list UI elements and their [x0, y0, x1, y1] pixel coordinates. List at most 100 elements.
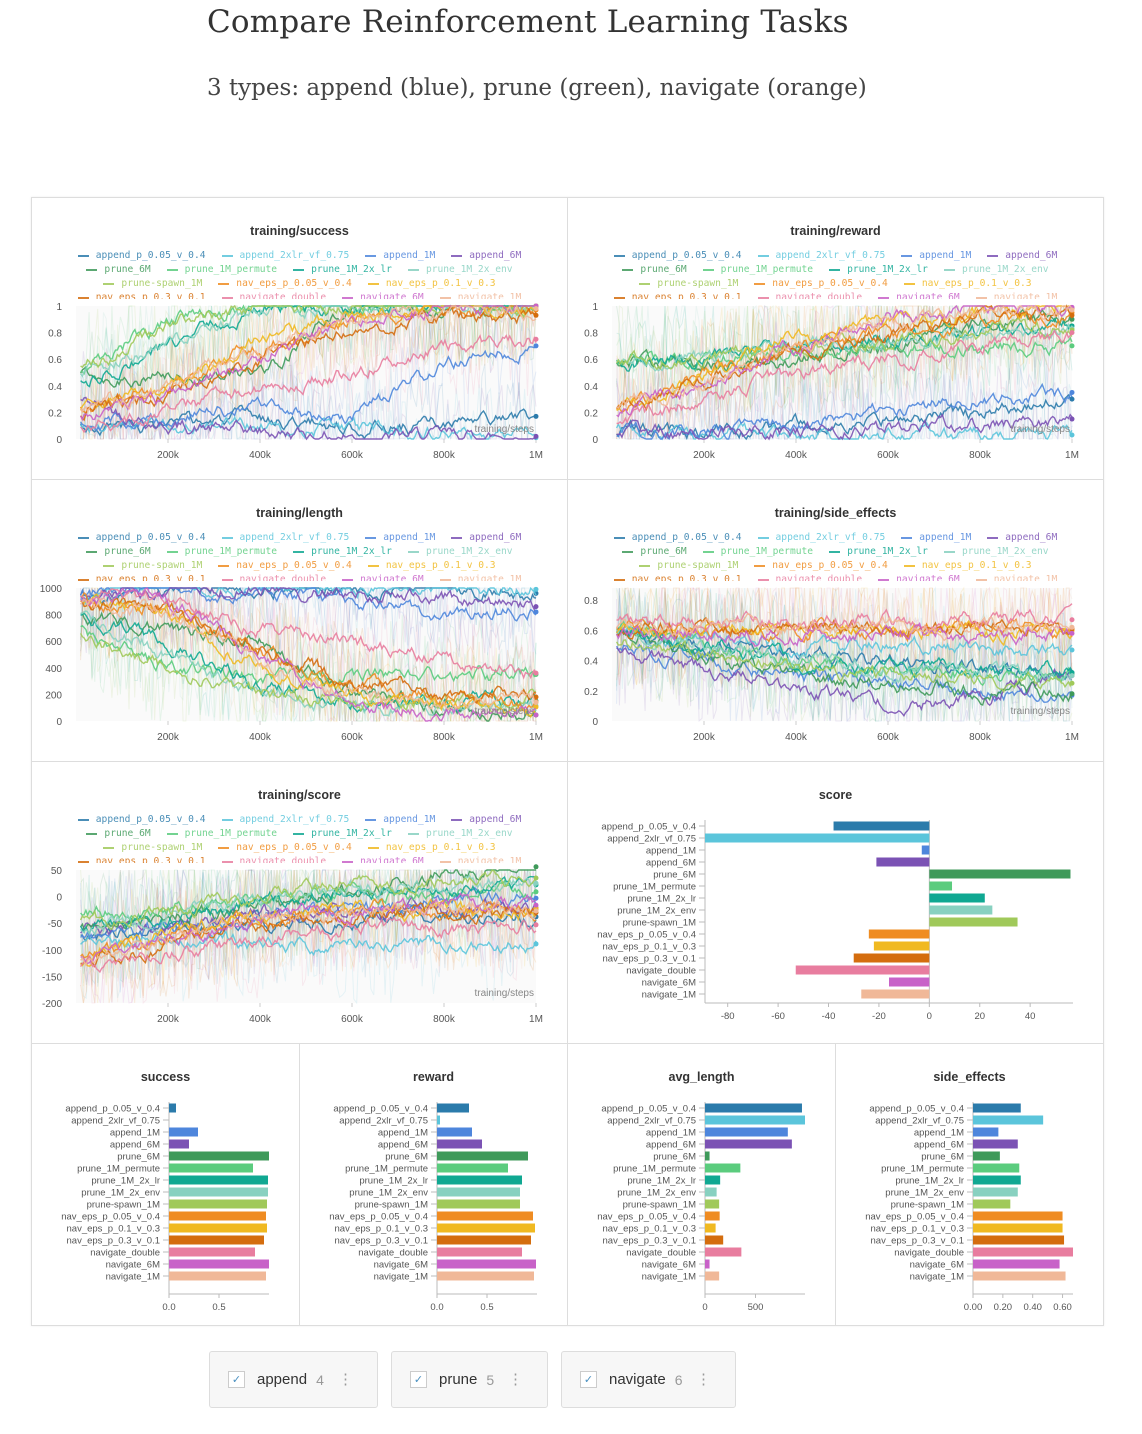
group-chip-append[interactable]: ✓ append 4 ⋮: [209, 1351, 378, 1408]
bar-append_6M[interactable]: [169, 1139, 189, 1149]
bar-append_1M[interactable]: [705, 1127, 788, 1137]
series-line-prune_1M_2x_env[interactable]: [80, 610, 537, 717]
legend-item[interactable]: append_2xlr_vf_0.75: [221, 249, 349, 262]
series-line-append_6M[interactable]: [616, 413, 1073, 441]
legend-item[interactable]: prune_1M_permute: [166, 545, 277, 558]
series-line-prune-spawn_1M[interactable]: [79, 633, 537, 714]
legend-item[interactable]: nav_eps_p_0.1_v_0.3: [367, 559, 496, 572]
bar-nav_eps_p_0.05_v_0.4[interactable]: [169, 1211, 266, 1221]
prune-checkbox[interactable]: ✓: [410, 1371, 427, 1388]
bar-nav_eps_p_0.05_v_0.4[interactable]: [973, 1211, 1063, 1221]
legend-item[interactable]: prune-spawn_1M: [639, 277, 738, 290]
legend-item[interactable]: prune-spawn_1M: [639, 559, 738, 572]
legend-item[interactable]: nav_eps_p_0.05_v_0.4: [218, 841, 352, 854]
series-line-navigate_1M[interactable]: [615, 612, 1073, 642]
legend-item[interactable]: append_p_0.05_v_0.4: [613, 249, 742, 262]
bar-prune-spawn_1M[interactable]: [929, 917, 1018, 927]
bar-prune_1M_permute[interactable]: [169, 1163, 253, 1173]
legend-item[interactable]: prune_6M: [622, 263, 687, 276]
bar-prune_1M_2x_env[interactable]: [705, 1187, 717, 1197]
legend-item[interactable]: append_2xlr_vf_0.75: [221, 531, 349, 544]
bar-nav_eps_p_0.3_v_0.1[interactable]: [853, 953, 930, 963]
legend-item[interactable]: append_6M: [451, 531, 521, 544]
bar-append_p_0.05_v_0.4[interactable]: [833, 821, 930, 831]
legend-item[interactable]: navigate_1M: [439, 291, 521, 299]
bar-navigate_1M[interactable]: [437, 1271, 534, 1281]
series-line-nav_eps_p_0.1_v_0.3[interactable]: [80, 593, 537, 719]
legend-item[interactable]: append_p_0.05_v_0.4: [613, 531, 742, 544]
bar-navigate_double[interactable]: [169, 1247, 255, 1257]
series-line-navigate_double[interactable]: [79, 916, 537, 974]
bar-prune_6M[interactable]: [437, 1151, 528, 1161]
navigate-checkbox[interactable]: ✓: [580, 1371, 597, 1388]
more-vertical-icon[interactable]: ⋮: [338, 1371, 353, 1388]
bar-navigate_6M[interactable]: [973, 1259, 1060, 1269]
series-line-append_1M[interactable]: [616, 382, 1073, 441]
bar-navigate_1M[interactable]: [861, 989, 930, 999]
legend-item[interactable]: append_p_0.05_v_0.4: [77, 813, 206, 826]
legend-item[interactable]: prune-spawn_1M: [103, 559, 202, 572]
panel-avg-length[interactable]: avg_length 0 500 append_p_0.05_v_0.4 append_…: [568, 1044, 836, 1325]
bar-navigate_double[interactable]: [705, 1247, 742, 1257]
bar-navigate_6M[interactable]: [889, 977, 930, 987]
legend-item[interactable]: prune_1M_2x_env: [943, 263, 1049, 276]
bar-prune_1M_2x_lr[interactable]: [169, 1175, 268, 1185]
legend-item[interactable]: append_1M: [365, 249, 435, 262]
panel-training-reward[interactable]: training/reward append_p_0.05_v_0.4 append…: [568, 198, 1103, 480]
legend-item[interactable]: append_6M: [987, 531, 1057, 544]
more-vertical-icon[interactable]: ⋮: [508, 1371, 523, 1388]
bar-prune_1M_2x_lr[interactable]: [929, 893, 985, 903]
series-line-prune-spawn_1M[interactable]: [615, 316, 1073, 371]
bar-append_6M[interactable]: [876, 857, 930, 867]
series-line-nav_eps_p_0.3_v_0.1[interactable]: [80, 306, 537, 422]
series-line-navigate_double[interactable]: [616, 603, 1073, 634]
bar-nav_eps_p_0.05_v_0.4[interactable]: [705, 1211, 720, 1221]
legend-item[interactable]: prune_1M_2x_env: [407, 545, 513, 558]
series-line-prune_6M[interactable]: [80, 611, 537, 722]
series-line-prune_1M_2x_lr[interactable]: [616, 626, 1073, 680]
panel-success[interactable]: success 0.0 0.5 append_p_0.05_v_0.4 append_2…: [32, 1044, 300, 1325]
bar-append_p_0.05_v_0.4[interactable]: [169, 1103, 176, 1113]
bar-prune_1M_2x_lr[interactable]: [705, 1175, 721, 1185]
bar-prune_1M_2x_lr[interactable]: [437, 1175, 522, 1185]
bar-prune_6M[interactable]: [169, 1151, 269, 1161]
bar-prune_6M[interactable]: [973, 1151, 1000, 1161]
bar-prune-spawn_1M[interactable]: [437, 1199, 520, 1209]
legend-item[interactable]: append_6M: [451, 249, 521, 262]
bar-prune_1M_2x_env[interactable]: [929, 905, 993, 915]
series-line-navigate_6M[interactable]: [80, 587, 537, 722]
legend-item[interactable]: navigate_1M: [439, 855, 521, 863]
bar-navigate_1M[interactable]: [973, 1271, 1066, 1281]
panel-training-success[interactable]: training/success append_p_0.05_v_0.4 appen…: [32, 198, 568, 480]
bar-append_1M[interactable]: [169, 1127, 198, 1137]
series-line-prune_6M[interactable]: [616, 308, 1073, 373]
legend-item[interactable]: prune_1M_permute: [702, 545, 813, 558]
series-line-nav_eps_p_0.1_v_0.3[interactable]: [80, 898, 537, 967]
legend-item[interactable]: append_2xlr_vf_0.75: [221, 813, 349, 826]
series-line-navigate_6M[interactable]: [616, 304, 1073, 418]
legend-item[interactable]: prune_1M_2x_env: [407, 827, 513, 840]
legend-item[interactable]: navigate_1M: [975, 291, 1057, 299]
series-line-append_2xlr_vf_0.75[interactable]: [615, 421, 1073, 441]
legend-item[interactable]: prune-spawn_1M: [103, 841, 202, 854]
legend-item[interactable]: append_1M: [901, 531, 971, 544]
legend-item[interactable]: append_1M: [365, 813, 435, 826]
bar-nav_eps_p_0.1_v_0.3[interactable]: [973, 1223, 1063, 1233]
series-line-navigate_1M[interactable]: [79, 304, 537, 414]
legend-item[interactable]: nav_eps_p_0.1_v_0.3: [903, 277, 1032, 290]
legend-item[interactable]: nav_eps_p_0.05_v_0.4: [218, 277, 352, 290]
legend-item[interactable]: navigate_double: [221, 855, 326, 863]
legend-item[interactable]: prune_6M: [86, 827, 151, 840]
bar-navigate_double[interactable]: [437, 1247, 522, 1257]
legend-item[interactable]: nav_eps_p_0.3_v_0.1: [613, 573, 742, 581]
bar-nav_eps_p_0.05_v_0.4[interactable]: [437, 1211, 533, 1221]
legend-item[interactable]: prune_6M: [86, 263, 151, 276]
bar-append_6M[interactable]: [705, 1139, 792, 1149]
legend-item[interactable]: nav_eps_p_0.3_v_0.1: [77, 573, 206, 581]
legend-item[interactable]: nav_eps_p_0.3_v_0.1: [77, 291, 206, 299]
legend-item[interactable]: append_6M: [987, 249, 1057, 262]
legend-item[interactable]: nav_eps_p_0.1_v_0.3: [367, 277, 496, 290]
legend-item[interactable]: prune_1M_2x_lr: [829, 263, 928, 276]
legend-item[interactable]: prune_1M_2x_lr: [293, 545, 392, 558]
legend-item[interactable]: append_2xlr_vf_0.75: [757, 249, 885, 262]
